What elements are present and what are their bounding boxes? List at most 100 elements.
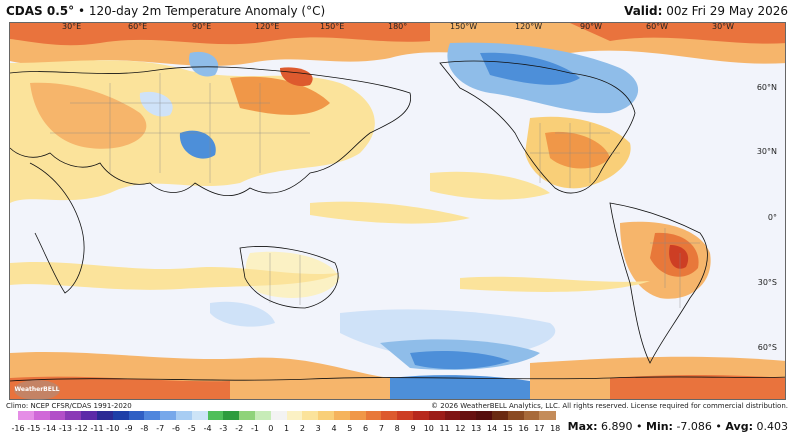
colorbar-swatch (507, 411, 525, 420)
colorbar-swatch (270, 411, 288, 420)
max-label: Max: (567, 420, 598, 433)
colorbar-swatch (492, 411, 509, 420)
colorbar-swatch (191, 411, 209, 420)
min-label: Min: (646, 420, 673, 433)
colorbar-tick-label: -7 (156, 424, 165, 433)
colorbar-tick-label: -12 (74, 424, 88, 433)
colorbar-tick-label: -4 (203, 424, 212, 433)
colorbar-tick-label: -2 (235, 424, 244, 433)
colorbar-tick-label: 0 (268, 424, 274, 433)
colorbar-tick-label: 15 (502, 424, 513, 433)
anomaly-field (10, 23, 785, 399)
colorbar-tick-label: -3 (219, 424, 228, 433)
colorbar-swatch (428, 411, 446, 420)
colorbar-swatch (255, 411, 272, 420)
copyright-note: © 2026 WeatherBELL Analytics, LLC. All r… (431, 402, 788, 410)
model-name: CDAS 0.5° (6, 4, 75, 18)
lon-label: 30°E (62, 22, 82, 31)
lon-label: 60°E (128, 22, 148, 31)
avg-value: 0.403 (756, 420, 789, 433)
colorbar-swatch (160, 411, 177, 420)
climo-note: Climo: NCEP CFSR/CDAS 1991-2020 (6, 402, 132, 410)
weatherbell-logo: WeatherBELL (14, 380, 60, 400)
lon-label: 120°W (515, 22, 543, 31)
title-separator: • (77, 4, 86, 18)
colorbar-tick-label: -11 (90, 424, 104, 433)
colorbar-tick-label: 9 (410, 424, 416, 433)
colorbar-tick-label: -14 (43, 424, 57, 433)
colorbar-tick-label: 18 (550, 424, 561, 433)
colorbar-swatch (381, 411, 398, 420)
stats-separator: • (715, 420, 722, 433)
map-title: CDAS 0.5° • 120-day 2m Temperature Anoma… (6, 4, 325, 18)
colorbar-tick-label: -13 (58, 424, 72, 433)
colorbar-tick-label: 11 (439, 424, 450, 433)
colorbar-swatch (349, 411, 367, 420)
lat-label: 60°S (757, 343, 777, 352)
lon-label: 60°W (646, 22, 669, 31)
max-value: 6.890 (601, 420, 633, 433)
colorbar-tick-label: -10 (106, 424, 120, 433)
stats-separator: • (636, 420, 643, 433)
colorbar-tick-label: 14 (486, 424, 498, 433)
colorbar-swatch (223, 411, 240, 420)
colorbar-swatch (207, 411, 224, 420)
avg-label: Avg: (725, 420, 753, 433)
colorbar-swatch (397, 411, 414, 420)
colorbar-tick-label: -16 (11, 424, 25, 433)
colorbar-swatch (65, 411, 82, 420)
colorbar-tick-label: 13 (471, 424, 482, 433)
colorbar-tick-label: 3 (315, 424, 321, 433)
colorbar-tick-label: 6 (363, 424, 369, 433)
colorbar-swatch (18, 411, 35, 420)
valid-time: Valid: 00z Fri 29 May 2026 (624, 4, 788, 18)
colorbar-swatch (318, 411, 335, 420)
lat-label: 30°N (756, 147, 777, 156)
colorbar-swatch (476, 411, 493, 420)
lat-label: 30°S (757, 278, 777, 287)
colorbar-swatch (302, 411, 319, 420)
lon-label: 30°W (712, 22, 735, 31)
colorbar-tick-label: 7 (378, 424, 384, 433)
colorbar-swatch (176, 411, 193, 420)
product-name: 120-day 2m Temperature Anomaly (°C) (88, 4, 326, 18)
colorbar-swatch (239, 411, 256, 420)
colorbar-tick-label: -6 (172, 424, 180, 433)
lat-label: 0° (767, 213, 777, 222)
map-canvas (10, 23, 785, 399)
colorbar-swatch (523, 411, 540, 420)
valid-time-value: 00z Fri 29 May 2026 (666, 4, 788, 18)
colorbar-tick-label: -15 (27, 424, 41, 433)
colorbar-tick-label: -8 (140, 424, 149, 433)
colorbar-tick-label: 16 (518, 424, 529, 433)
colorbar-tick-label: 2 (299, 424, 305, 433)
lon-label: 180° (388, 22, 408, 31)
coastlines (10, 60, 785, 382)
lon-label: 90°E (192, 22, 212, 31)
valid-label: Valid: (624, 4, 663, 18)
colorbar-swatch (444, 411, 461, 420)
colorbar-swatch (286, 411, 303, 420)
colorbar-swatch (81, 411, 98, 420)
colorbar-swatch (33, 411, 51, 420)
colorbar-swatch (334, 411, 351, 420)
min-value: -7.086 (676, 420, 712, 433)
map-stats: Max: 6.890 • Min: -7.086 • Avg: 0.403 (568, 420, 788, 433)
colorbar-tick-label: -1 (251, 424, 259, 433)
lat-label: 60°N (756, 83, 777, 92)
map-header: CDAS 0.5° • 120-day 2m Temperature Anoma… (0, 0, 800, 22)
colorbar-swatch (128, 411, 145, 420)
lon-label: 150°E (320, 22, 345, 31)
colorbar-swatch (49, 411, 66, 420)
lon-label: 150°W (450, 22, 478, 31)
colorbar-tick-label: 12 (455, 424, 466, 433)
colorbar-tick-label: 5 (347, 424, 353, 433)
colorbar-tick-label: -9 (124, 424, 133, 433)
colorbar-tick-label: 10 (423, 424, 434, 433)
colorbar-tick-label: 8 (394, 424, 400, 433)
lon-label: 120°E (255, 22, 280, 31)
country-borders (50, 73, 700, 308)
colorbar-swatch (365, 411, 382, 420)
colorbar-tick-label: -5 (187, 424, 196, 433)
colorbar-tick-label: 1 (284, 424, 290, 433)
